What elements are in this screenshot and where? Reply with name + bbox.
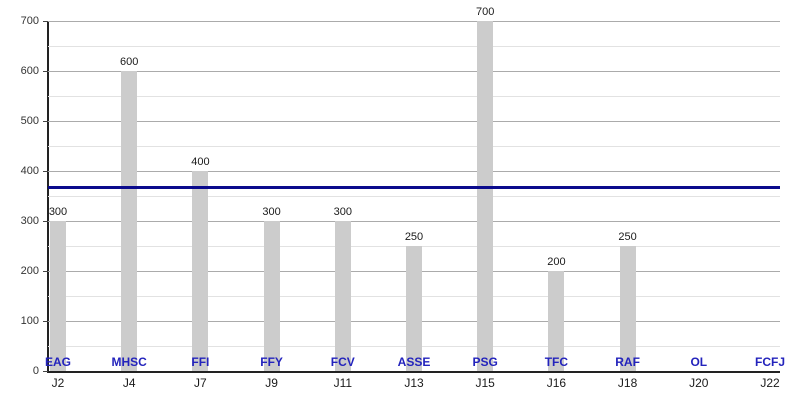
bar-value-label: 300: [48, 206, 68, 218]
category-label-RAF: RAF: [615, 355, 640, 369]
bar-J16: [548, 271, 565, 371]
y-tick-label: 100: [20, 315, 39, 327]
x-tick-label: J15: [475, 376, 495, 390]
y-tick-label: 200: [20, 265, 39, 277]
y-tick-mark: [43, 270, 48, 272]
bar-value-label: 250: [404, 231, 424, 243]
y-tick-label: 700: [20, 15, 39, 27]
x-tick-label: J4: [122, 376, 136, 390]
bar-J15: [477, 21, 494, 371]
y-tick-mark: [43, 320, 48, 322]
x-tick-label: J11: [333, 376, 353, 390]
y-tick-label: 500: [20, 115, 39, 127]
bar-J18: [619, 246, 636, 371]
x-tick-label: J13: [404, 376, 424, 390]
y-tick-mark: [43, 220, 48, 222]
x-tick-label: J20: [689, 376, 709, 390]
gridline-major: [48, 20, 780, 22]
y-tick-mark: [43, 370, 48, 372]
x-tick-label: J7: [194, 376, 207, 390]
bar-J13: [406, 246, 422, 371]
y-tick-label: 600: [20, 65, 39, 77]
category-label-FCFJ: FCFJ: [755, 355, 785, 369]
y-tick-mark: [43, 70, 48, 72]
gridline-major: [48, 170, 780, 172]
category-label-FCV: FCV: [330, 355, 355, 369]
bar-value-label: 700: [476, 6, 495, 18]
category-label-EAG: EAG: [44, 355, 71, 369]
gridline-major: [48, 220, 780, 222]
x-tick-label: J2: [51, 376, 65, 390]
y-tick-mark: [43, 170, 48, 172]
x-tick-label: J9: [265, 376, 278, 390]
bar-value-label: 200: [547, 256, 566, 268]
gridline-minor: [48, 45, 780, 47]
bar-J11: [334, 221, 351, 371]
y-tick-label: 0: [32, 365, 39, 377]
bar-J2: [50, 221, 66, 371]
y-tick-label: 300: [20, 215, 39, 227]
category-label-MHSC: MHSC: [111, 355, 147, 369]
gridline-minor: [48, 145, 780, 147]
gridline-minor: [48, 195, 780, 197]
x-tick-label: J16: [546, 376, 567, 390]
bar-J4: [121, 71, 138, 371]
y-axis-line: [47, 21, 49, 372]
y-tick-label: 400: [20, 165, 39, 177]
bar-value-label: 300: [333, 206, 352, 218]
category-label-OL: OL: [690, 355, 708, 369]
category-label-PSG: PSG: [472, 355, 498, 369]
x-axis-line: [47, 371, 780, 373]
bar-value-label: 250: [618, 231, 637, 243]
category-label-TFC: TFC: [544, 355, 569, 369]
category-label-FFY: FFY: [260, 355, 283, 369]
y-tick-mark: [43, 120, 48, 122]
bar-value-label: 600: [120, 56, 139, 68]
category-label-ASSE: ASSE: [397, 355, 431, 369]
gridline-major: [48, 120, 780, 122]
gridline-major: [48, 70, 780, 72]
y-tick-mark: [43, 20, 48, 22]
bar-value-label: 400: [191, 156, 210, 168]
x-tick-label: J22: [760, 376, 780, 390]
bar-value-label: 300: [262, 206, 281, 218]
gridline-minor: [48, 95, 780, 97]
bar-J7: [192, 171, 209, 371]
average-reference-line: [48, 186, 780, 190]
x-tick-label: J18: [617, 376, 638, 390]
bar-J9: [263, 221, 280, 371]
category-label-FFI: FFI: [191, 355, 210, 369]
